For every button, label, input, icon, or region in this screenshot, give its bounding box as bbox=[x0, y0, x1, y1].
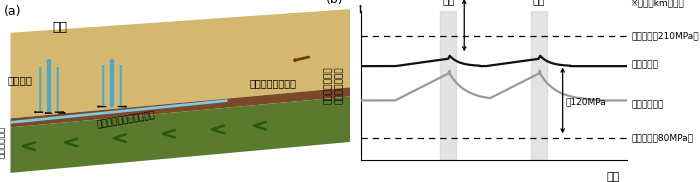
Text: (a): (a) bbox=[4, 5, 21, 18]
Text: 地震: 地震 bbox=[533, 0, 545, 5]
Polygon shape bbox=[10, 9, 350, 118]
Text: 今回の成果: 今回の成果 bbox=[632, 60, 659, 69]
Text: 従来のモデル: 従来のモデル bbox=[632, 100, 664, 109]
Text: (b): (b) bbox=[326, 0, 344, 6]
Text: 流体圧の低下: 流体圧の低下 bbox=[0, 126, 6, 158]
Text: 地震: 地震 bbox=[442, 0, 454, 5]
Text: 最小値（約80MPa）: 最小値（約80MPa） bbox=[632, 133, 694, 142]
Text: 沈み込むプレート: 沈み込むプレート bbox=[249, 78, 297, 88]
Text: 排水: 排水 bbox=[52, 21, 67, 34]
Text: 蓄積していた水圧の底下: 蓄積していた水圧の底下 bbox=[96, 110, 156, 129]
Text: ※地下８kmの状態: ※地下８kmの状態 bbox=[630, 0, 684, 7]
Text: 最大値（約210MPa）: 最大値（約210MPa） bbox=[632, 32, 699, 41]
Text: 約120MPa: 約120MPa bbox=[566, 97, 606, 106]
Text: 時間: 時間 bbox=[607, 172, 620, 182]
Bar bbox=[531, 11, 547, 160]
Bar bbox=[440, 11, 456, 160]
Text: プレート境界面
にかかる流体圧: プレート境界面 にかかる流体圧 bbox=[324, 67, 344, 104]
Polygon shape bbox=[10, 87, 350, 127]
Polygon shape bbox=[10, 96, 350, 173]
Text: 亀裂形成: 亀裂形成 bbox=[7, 75, 32, 85]
Polygon shape bbox=[10, 99, 228, 124]
